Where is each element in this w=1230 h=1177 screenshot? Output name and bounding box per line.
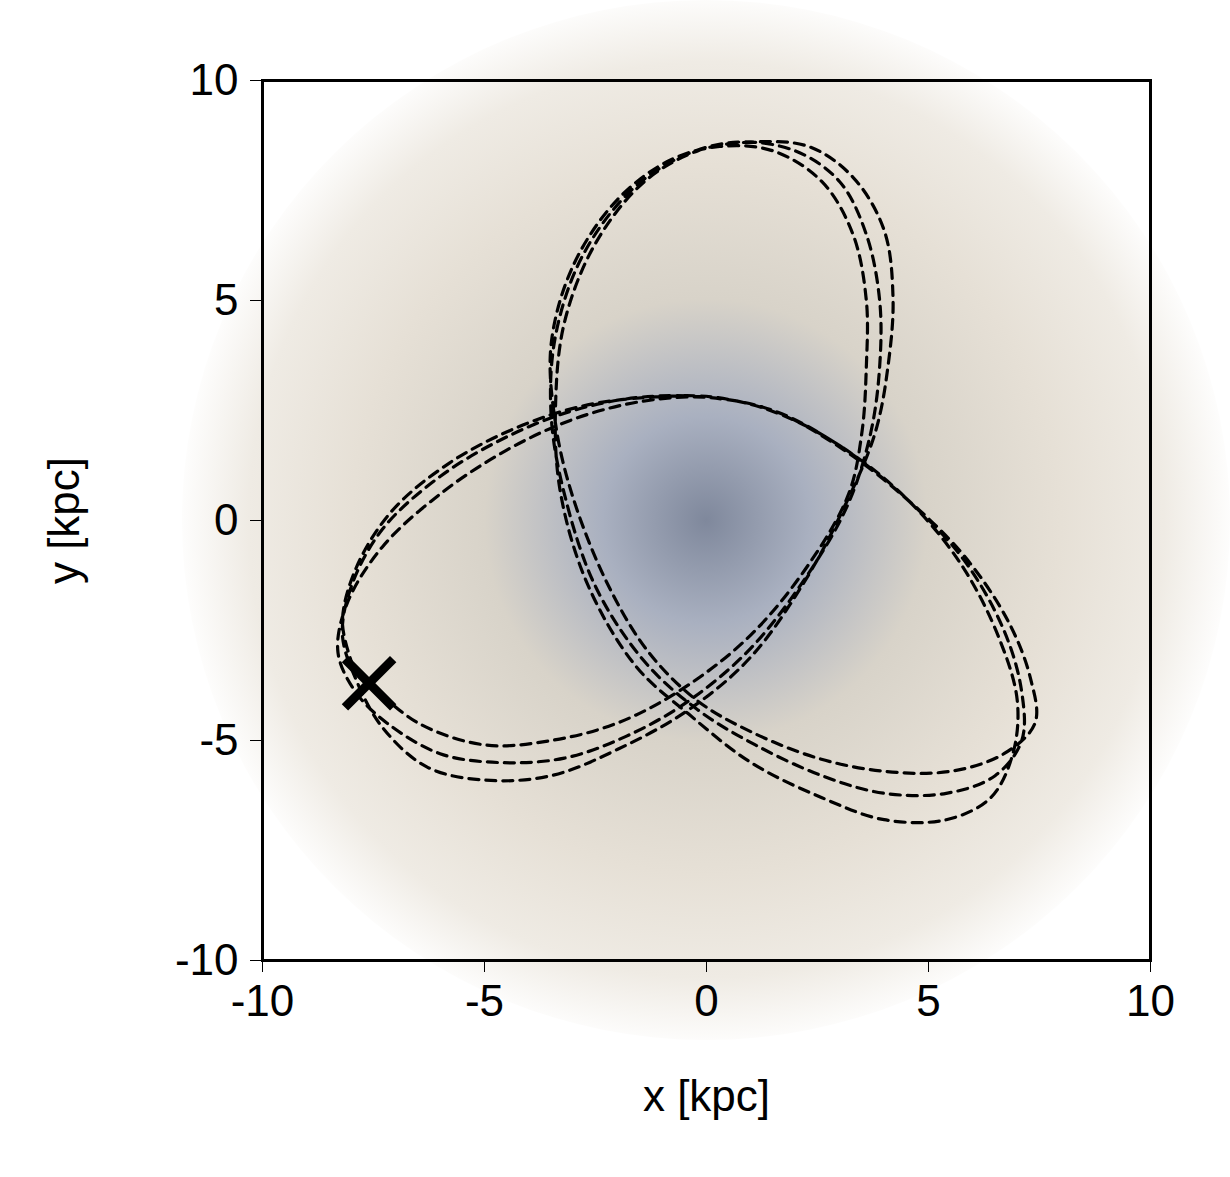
svg-text:-5: -5 — [199, 715, 238, 764]
svg-text:0: 0 — [694, 976, 718, 1025]
svg-text:y [kpc]: y [kpc] — [39, 457, 88, 584]
svg-text:10: 10 — [1126, 976, 1175, 1025]
svg-text:-5: -5 — [465, 976, 504, 1025]
svg-text:x [kpc]: x [kpc] — [643, 1071, 770, 1120]
svg-text:-10: -10 — [231, 976, 295, 1025]
svg-text:0: 0 — [214, 495, 238, 544]
svg-text:10: 10 — [190, 55, 239, 104]
svg-text:5: 5 — [214, 275, 238, 324]
svg-text:-10: -10 — [175, 935, 239, 984]
svg-text:5: 5 — [916, 976, 940, 1025]
